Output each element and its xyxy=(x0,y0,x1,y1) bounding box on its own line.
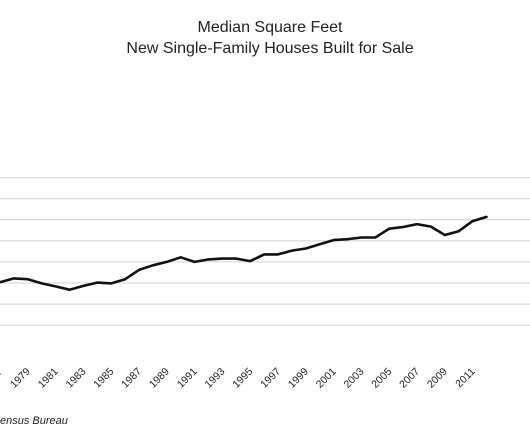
chart-subtitle: New Single-Family Houses Built for Sale xyxy=(126,40,413,57)
x-tick-label: 2011 xyxy=(453,366,478,391)
chart-title: Median Square Feet xyxy=(198,19,344,36)
x-tick-label: 1985 xyxy=(91,366,116,391)
x-tick-label: 1981 xyxy=(36,366,61,391)
x-tick-label: 1991 xyxy=(175,366,200,391)
series-line xyxy=(0,215,488,292)
series-layer xyxy=(0,215,488,292)
x-tick-label: 1983 xyxy=(64,366,89,391)
x-tick-label: 1997 xyxy=(258,366,283,391)
x-tick-label: 1987 xyxy=(119,366,144,391)
x-tick-label: 2001 xyxy=(314,366,339,391)
x-tick-label: 2005 xyxy=(369,366,394,391)
source-note: ensus Bureau xyxy=(0,415,68,427)
x-tick-label: 1999 xyxy=(286,366,311,391)
x-tick-label: 1979 xyxy=(8,366,33,391)
gridlines xyxy=(0,177,530,326)
x-tick-label: 2003 xyxy=(342,366,367,391)
x-tick-label: 1993 xyxy=(203,366,228,391)
x-axis-tick-labels: 7 1979 1981 1983 1985 1987 1989 1991 1993 1995 199… xyxy=(0,366,478,391)
x-tick-label: 1989 xyxy=(147,366,172,391)
x-tick-label: 7 xyxy=(0,366,5,379)
x-tick-label: 2009 xyxy=(425,366,450,391)
x-tick-label: 1995 xyxy=(230,366,255,391)
x-tick-label: 2007 xyxy=(397,366,422,391)
